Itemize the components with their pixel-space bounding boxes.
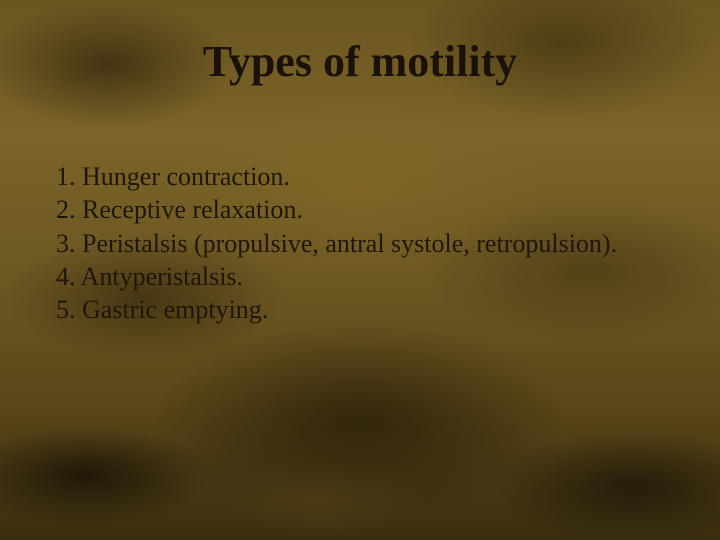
list-item: 5. Gastric emptying. [56,293,680,326]
slide-title: Types of motility [0,36,720,87]
list-item: 3. Peristalsis (propulsive, antral systo… [56,227,680,260]
list-item: 1. Hunger contraction. [56,160,680,193]
list-item: 4. Antyperistalsis. [56,260,680,293]
slide-body: 1. Hunger contraction. 2. Receptive rela… [56,160,680,326]
list-item: 2. Receptive relaxation. [56,193,680,226]
slide: Types of motility 1. Hunger contraction.… [0,0,720,540]
